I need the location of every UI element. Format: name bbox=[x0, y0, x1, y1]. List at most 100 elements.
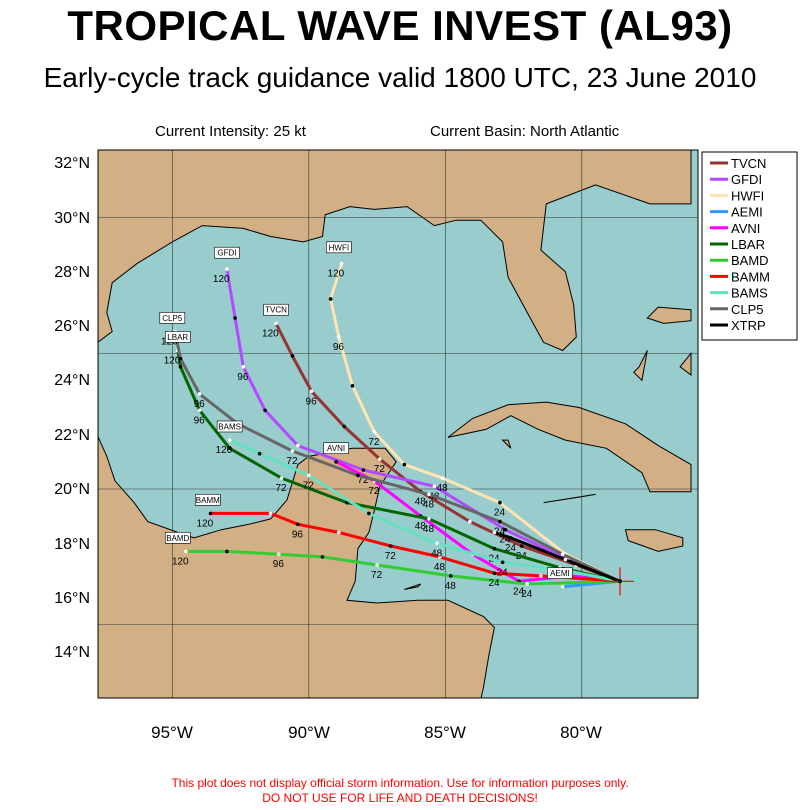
track-point bbox=[402, 462, 407, 467]
track-point bbox=[290, 354, 295, 358]
model-tag-text: TVCN bbox=[265, 306, 287, 315]
track-point bbox=[178, 356, 183, 361]
forecast-hour-label: 48 bbox=[423, 499, 435, 510]
model-tag-text: AVNI bbox=[327, 444, 345, 453]
track-point bbox=[257, 451, 262, 456]
forecast-hour-label: 48 bbox=[415, 521, 427, 532]
lat-label: 24°N bbox=[54, 372, 90, 389]
forecast-hour-label: 24 bbox=[497, 567, 509, 578]
model-labels: GFDI HWFI TVCN CLP5 LBAR BAMS AVNI BAMM BAMD AEMI bbox=[159, 241, 573, 579]
forecast-hour-label: 120 bbox=[262, 328, 279, 339]
track-point bbox=[208, 511, 213, 516]
land-mass bbox=[543, 493, 596, 504]
forecast-hour-label: 96 bbox=[194, 415, 206, 426]
legend-label: GFDI bbox=[731, 172, 762, 187]
forecast-hour-label: 72 bbox=[374, 464, 386, 475]
track-point bbox=[197, 408, 202, 413]
legend-label: LBAR bbox=[731, 237, 765, 252]
forecast-hour-label: 120 bbox=[164, 356, 181, 367]
forecast-hour-label: 48 bbox=[431, 548, 443, 559]
legend-label: TVCN bbox=[731, 156, 766, 171]
lat-label: 26°N bbox=[54, 318, 90, 335]
track-point bbox=[560, 552, 565, 556]
forecast-hour-label: 24 bbox=[505, 543, 517, 554]
track-point bbox=[539, 574, 543, 578]
land-mass bbox=[98, 435, 495, 698]
track-point bbox=[184, 549, 188, 554]
model-tag-text: BAMD bbox=[166, 534, 189, 543]
forecast-hour-label: 48 bbox=[437, 483, 449, 494]
model-tag: HWFI bbox=[326, 241, 352, 254]
forecast-hour-label: 120 bbox=[328, 269, 345, 280]
track-point bbox=[233, 316, 237, 320]
land-mass bbox=[679, 351, 692, 377]
forecast-hour-label: 120 bbox=[172, 556, 189, 567]
forecast-hour-label: 96 bbox=[237, 372, 249, 383]
lat-label: 30°N bbox=[54, 210, 90, 227]
track-clp5 bbox=[173, 331, 621, 583]
legend-label: BAMS bbox=[731, 286, 768, 301]
track-point bbox=[503, 527, 508, 532]
forecast-hour-label: 24 bbox=[494, 508, 506, 519]
model-tag-text: BAMM bbox=[196, 496, 220, 505]
forecast-hour-label: 72 bbox=[286, 456, 298, 467]
map-subtitle: Early-cycle track guidance valid 1800 UT… bbox=[43, 62, 757, 93]
forecast-hour-label: 120 bbox=[216, 445, 233, 456]
land-mass bbox=[404, 583, 422, 590]
forecast-hour-label: 96 bbox=[333, 342, 345, 353]
track-point bbox=[492, 530, 497, 535]
track-point bbox=[509, 536, 513, 540]
track-point bbox=[274, 321, 278, 326]
track-gfdi bbox=[225, 268, 621, 583]
land-mass bbox=[501, 439, 512, 449]
forecast-hour-label: 24 bbox=[513, 586, 525, 597]
track-point bbox=[498, 519, 502, 524]
forecast-hour-label: 48 bbox=[434, 562, 446, 573]
track-point bbox=[427, 517, 431, 521]
legend-label: HWFI bbox=[731, 188, 764, 203]
forecast-hour-label: 24 bbox=[499, 535, 511, 546]
track-point bbox=[334, 460, 338, 464]
track-hwfi bbox=[329, 263, 621, 583]
track-point bbox=[263, 408, 267, 413]
track-point bbox=[296, 522, 300, 527]
track-point bbox=[500, 560, 505, 565]
track-point bbox=[279, 476, 284, 480]
track-point bbox=[178, 365, 183, 369]
forecast-hour-label: 48 bbox=[445, 581, 457, 592]
model-tag: CLP5 bbox=[159, 312, 186, 324]
legend-label: XTRP bbox=[731, 318, 766, 333]
legend-label: CLP5 bbox=[731, 302, 764, 317]
track-point bbox=[227, 438, 232, 442]
disclaimer-line-1: This plot does not display official stor… bbox=[171, 776, 629, 790]
forecast-hour-label: 72 bbox=[368, 437, 380, 448]
land-mass bbox=[646, 306, 692, 324]
track-lbar bbox=[176, 350, 621, 583]
model-tag: GFDI bbox=[214, 246, 240, 259]
forecast-hour-label: 120 bbox=[197, 518, 214, 529]
forecast-hour-label: 72 bbox=[385, 551, 397, 562]
track-point bbox=[492, 546, 497, 551]
lat-label: 18°N bbox=[54, 536, 90, 553]
track-point bbox=[367, 511, 371, 516]
model-tag: LBAR bbox=[164, 331, 191, 343]
track-point bbox=[320, 555, 325, 559]
lat-label: 16°N bbox=[54, 590, 90, 607]
track-point bbox=[225, 549, 229, 554]
forecast-hour-label: 72 bbox=[276, 483, 288, 494]
track-point bbox=[276, 552, 281, 556]
track-point bbox=[241, 365, 246, 369]
track-point bbox=[227, 446, 232, 451]
track-point bbox=[438, 555, 442, 559]
lat-label: 14°N bbox=[54, 644, 90, 661]
track-point bbox=[307, 473, 311, 478]
current-basin: Current Basin: North Atlantic bbox=[430, 123, 620, 140]
lon-label: 85°W bbox=[424, 723, 466, 742]
forecast-hour-label: 24 bbox=[494, 527, 506, 538]
forecast-hour-label: 120 bbox=[213, 274, 230, 285]
track-point bbox=[361, 468, 366, 472]
forecast-hour-label: 72 bbox=[303, 480, 315, 491]
model-tag-text: LBAR bbox=[167, 333, 188, 342]
